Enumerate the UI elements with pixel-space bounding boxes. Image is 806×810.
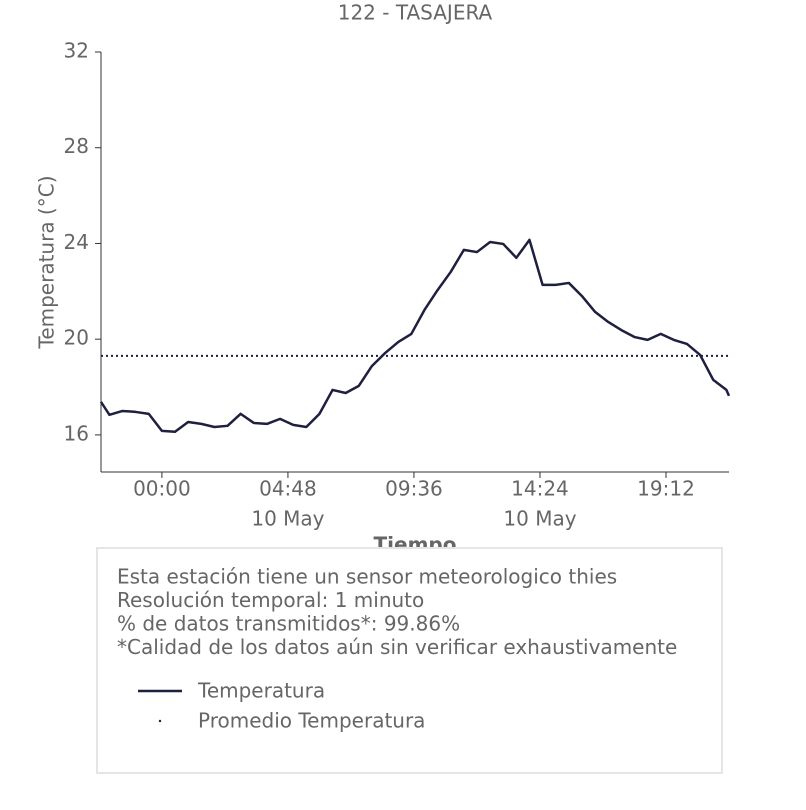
y-tick-label: 16	[64, 421, 89, 445]
x-tick-date: 10 May	[503, 507, 576, 531]
x-tick-label: 14:24	[511, 477, 569, 501]
x-tick-label: 00:00	[133, 477, 191, 501]
y-tick-label: 20	[64, 326, 89, 350]
info-text: *Calidad de los datos aún sin verificar …	[117, 635, 677, 659]
y-tick-label: 24	[64, 230, 89, 254]
x-tick-date: 10 May	[251, 507, 324, 531]
y-tick-label: 32	[64, 39, 89, 63]
legend-label: Promedio Temperatura	[198, 709, 425, 733]
x-tick-label: 09:36	[385, 477, 443, 501]
info-box	[96, 547, 723, 774]
y-axis-label: Temperatura (°C)	[35, 175, 59, 349]
info-text: Resolución temporal: 1 minuto	[117, 588, 424, 612]
legend-label: Temperatura	[197, 679, 325, 703]
x-tick-label: 19:12	[637, 477, 695, 501]
data-line	[99, 238, 731, 434]
legend-swatch	[158, 719, 162, 723]
x-tick-label: 04:48	[259, 477, 317, 501]
info-text: % de datos transmitidos*: 99.86%	[117, 612, 460, 636]
y-tick-label: 28	[64, 134, 89, 158]
info-text: Esta estación tiene un sensor meteorolog…	[117, 565, 617, 589]
chart-title: 122 - TASAJERA	[338, 1, 493, 25]
